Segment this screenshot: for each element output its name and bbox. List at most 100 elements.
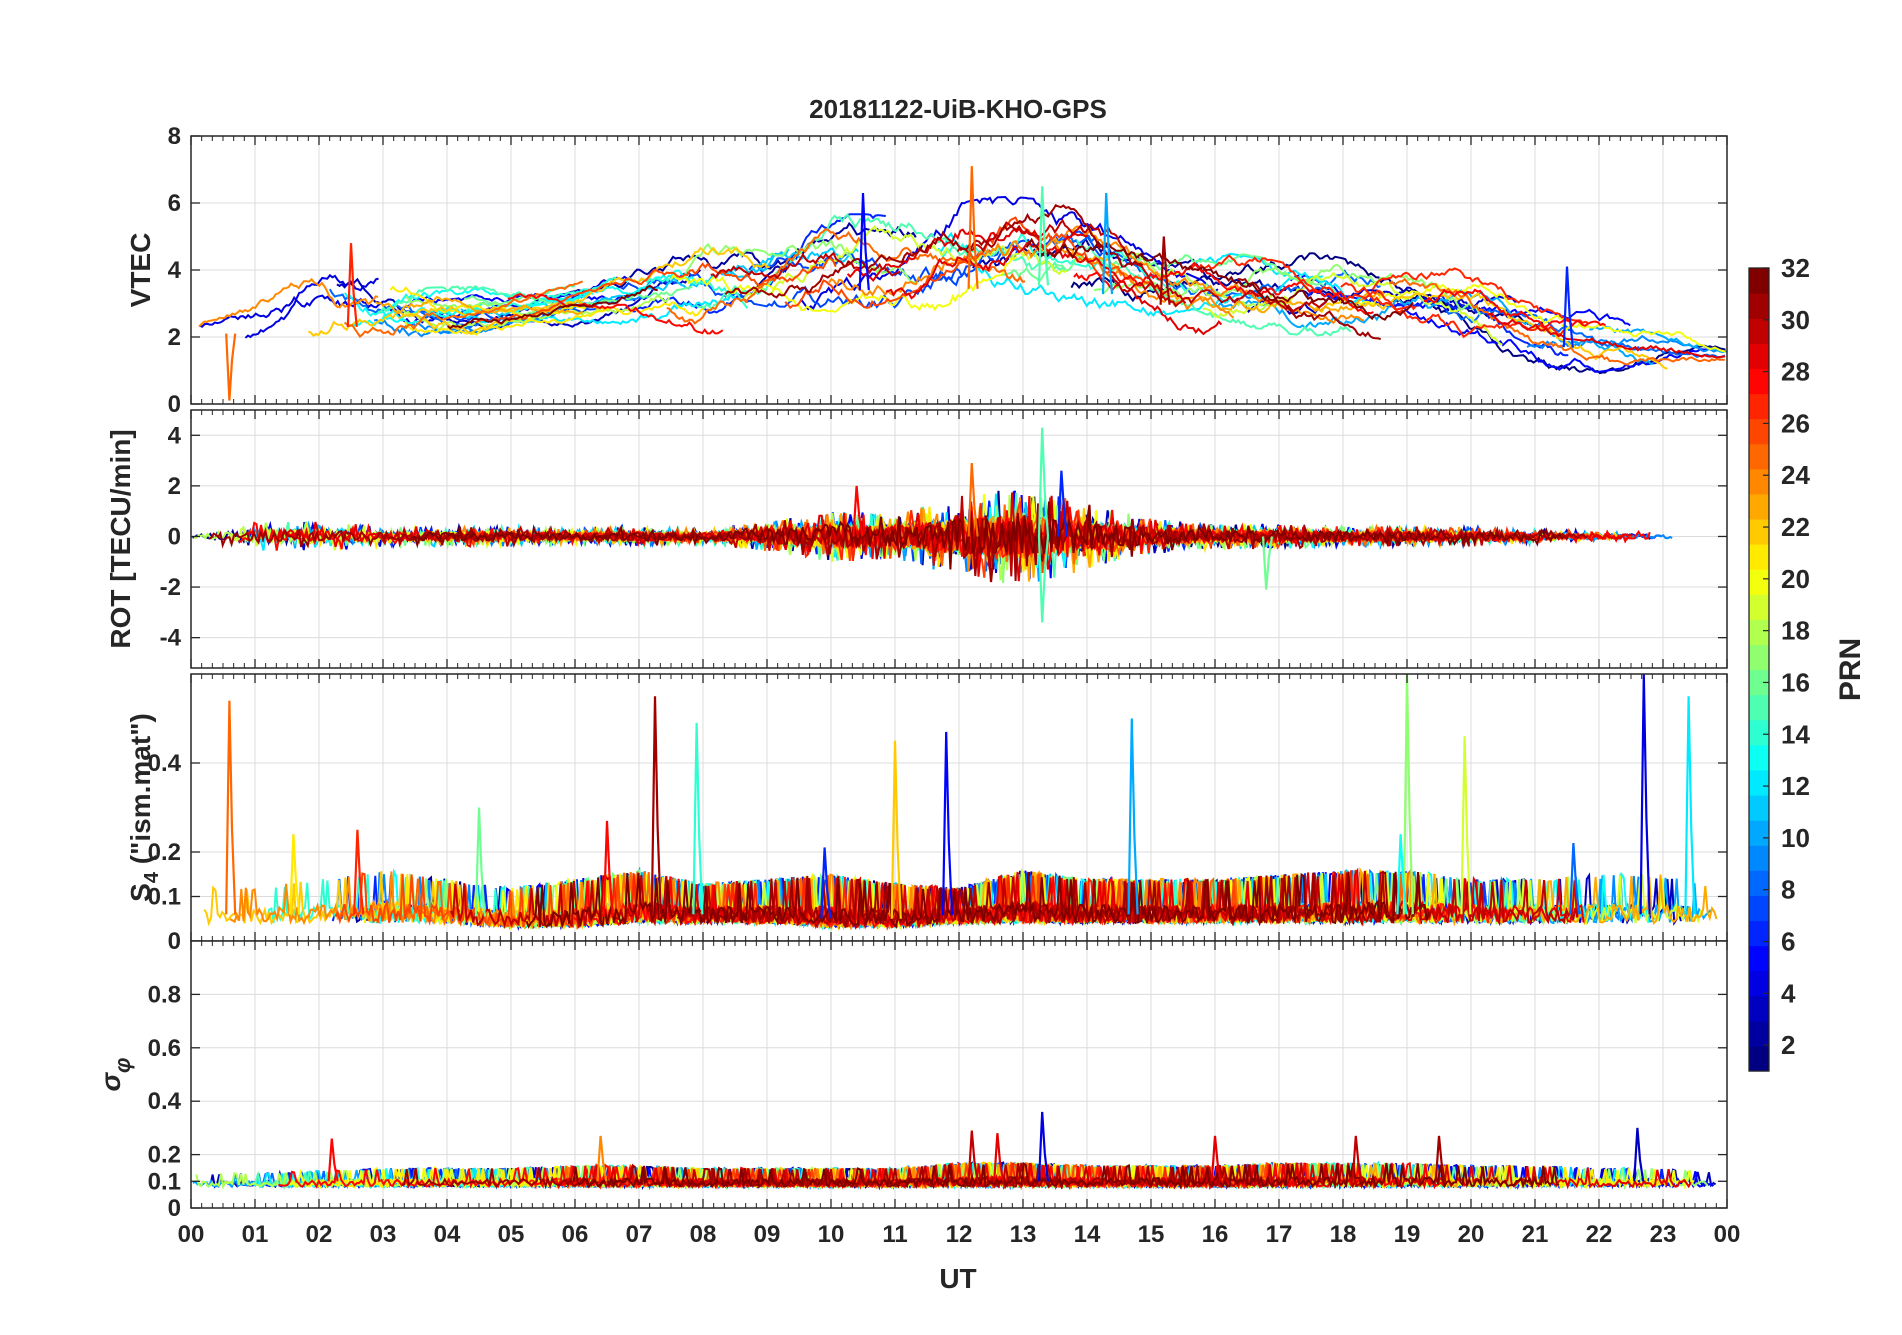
y-axis-label: VTEC	[125, 233, 156, 308]
series-line-prn-24	[1063, 225, 1365, 325]
series-line-prn-32	[1025, 237, 1414, 321]
peak-spike-prn-10	[1127, 718, 1139, 915]
peak-spike-prn-3	[1633, 1127, 1645, 1182]
peak-spike-prn-31	[1159, 236, 1171, 305]
colorbar-segment	[1749, 1045, 1769, 1072]
series-line-prn-29	[1486, 312, 1726, 359]
peak-spike-prn-28	[852, 485, 864, 537]
series-line-prn-4	[244, 273, 379, 339]
series-line-prn-26	[474, 257, 837, 324]
series-line-prn-19	[743, 224, 1068, 300]
peak-spike-prn-27	[353, 829, 365, 915]
colorbar-tick-label: 30	[1781, 305, 1810, 335]
series-group	[192, 1111, 1717, 1191]
colorbar-segment	[1749, 744, 1769, 771]
colorbar-segment	[1749, 393, 1769, 420]
x-axis-label: UT	[939, 1263, 976, 1294]
series-line-prn-32	[447, 284, 658, 330]
y-tick-label: 0.1	[148, 884, 181, 911]
peak-spike-prn-22	[890, 740, 902, 919]
peak-spike-prn-4	[1639, 674, 1651, 915]
series-line-prn-31	[676, 870, 1396, 928]
colorbar-segment	[1749, 268, 1769, 294]
colorbar-segment	[1749, 569, 1769, 595]
peak-spike-prn-4	[1037, 1111, 1050, 1182]
peak-spike-prn-29	[993, 1133, 1005, 1182]
series-line-prn-30	[956, 218, 1187, 304]
series-group	[192, 427, 1673, 623]
series-line-prn-25	[666, 228, 1026, 325]
peak-spike-prn-29	[1210, 1135, 1222, 1182]
y-tick-label: 0	[168, 523, 181, 550]
colorbar-segment	[1749, 719, 1769, 746]
series-line-prn-14	[462, 275, 749, 315]
peak-spike-prn-5	[941, 731, 954, 916]
colorbar-segment	[1749, 293, 1769, 319]
colorbar-segment	[1749, 794, 1769, 821]
peak-spike-prn-15	[1037, 536, 1050, 623]
colorbar-box	[1748, 267, 1770, 1072]
series-line-prn-8	[328, 288, 494, 330]
colorbar-tick-label: 20	[1781, 564, 1810, 594]
x-tick-label: 16	[1202, 1221, 1229, 1248]
peak-spike-prn-25	[225, 700, 237, 915]
peak-spike-prn-31	[650, 696, 662, 915]
y-tick-label: 0	[168, 1195, 181, 1222]
series-line-prn-17	[684, 238, 916, 284]
colorbar-tick-label: 2	[1781, 1030, 1795, 1060]
panel-vtec: 0 2 4 6 8 VTEC	[125, 123, 1728, 418]
y-tick-label: 4	[168, 257, 182, 284]
peak-spike-prn-31	[1434, 1135, 1446, 1182]
series-line-prn-16	[1000, 252, 1337, 295]
colorbar-tick-label: 14	[1781, 719, 1810, 749]
y-label-rest: ("ism.mat")	[125, 713, 156, 872]
y-tick-label: 0.8	[148, 981, 181, 1008]
series-line-prn-20	[1560, 322, 1726, 353]
series-line-prn-10	[1217, 289, 1654, 365]
colorbar-segment	[1749, 594, 1769, 620]
y-tick-label: 4	[168, 422, 182, 449]
y-tick-label: 0	[168, 928, 181, 955]
x-tick-label: 23	[1650, 1221, 1677, 1248]
series-line-prn-20	[670, 255, 1018, 314]
series-line-prn-28	[1073, 261, 1374, 316]
panel-rot: -4 -2 0 2 4 ROT [TECU/min]	[105, 409, 1728, 669]
x-tick-label: 11	[882, 1221, 907, 1248]
colorbar-segment	[1749, 970, 1769, 997]
colorbar-tick-label: 4	[1781, 978, 1796, 1008]
y-tick-label: 6	[168, 190, 181, 217]
peak-spike-prn-21	[289, 834, 301, 915]
colorbar-tick-label: 18	[1781, 616, 1810, 646]
colorbar-segment	[1749, 468, 1769, 495]
peak-spike-prn-6	[820, 847, 832, 919]
colorbar-tick-label: 28	[1781, 357, 1810, 387]
colorbar-segment	[1749, 845, 1769, 871]
colorbar-segment	[1749, 995, 1769, 1022]
colorbar-label: PRN	[1834, 638, 1867, 701]
colorbar-segment	[1749, 418, 1769, 445]
series-line-prn-31	[1237, 278, 1381, 341]
y-tick-label: 8	[168, 123, 181, 150]
colorbar-segment	[1749, 769, 1769, 796]
y-tick-label: 0.4	[148, 1088, 182, 1115]
peak-spike-prn-6	[1057, 470, 1069, 537]
x-tick-label: 14	[1074, 1221, 1101, 1248]
colorbar-segment	[1749, 644, 1769, 671]
series-line-prn-28	[507, 293, 724, 335]
series-line-prn-32	[572, 1161, 1560, 1190]
y-tick-label: -4	[160, 625, 182, 652]
peak-spike-prn-30	[1351, 1135, 1363, 1182]
series-line-prn-18	[1119, 247, 1293, 311]
series-line-prn-27	[1371, 267, 1589, 324]
peak-spike-prn-13	[1396, 834, 1408, 915]
colorbar-segment	[1749, 318, 1769, 344]
series-line-prn-21	[389, 285, 704, 324]
colorbar-segment	[1749, 920, 1769, 947]
series-line-prn-31	[724, 204, 1144, 299]
colorbar-segment	[1749, 518, 1769, 545]
colorbar-tick-label: 10	[1781, 823, 1810, 853]
colorbar-tick-label: 24	[1781, 460, 1810, 490]
peak-spike-prn-25	[967, 463, 979, 537]
